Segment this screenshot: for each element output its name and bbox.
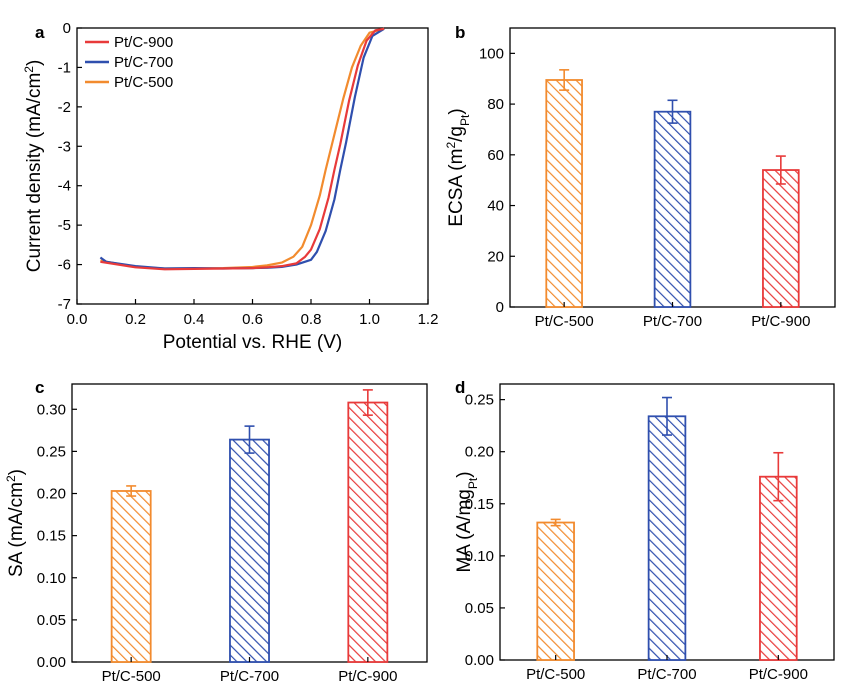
y-tick-label: 0 [63, 20, 71, 37]
x-tick-label: 0.6 [242, 311, 263, 328]
bar-pt-c-700 [653, 110, 692, 308]
y-tick-label: 0.05 [37, 612, 66, 629]
y-axis-label: MA (A/mgPt) [454, 471, 480, 572]
y-tick-label: 60 [487, 147, 504, 164]
y-axis-label-sub: Pt [466, 477, 480, 489]
y-tick-label: -6 [58, 257, 71, 274]
x-tick-label: 0.8 [301, 311, 322, 328]
y-tick-label: 0.00 [465, 652, 494, 669]
x-axis-label: Potential vs. RHE (V) [163, 332, 343, 353]
y-axis-label-main: SA (mA/cm [6, 482, 27, 577]
bar-pt-c-500 [536, 521, 575, 661]
x-tick-label-pt-c-900: Pt/C-900 [338, 668, 397, 685]
y-tick-label: 0.05 [465, 600, 494, 617]
legend-label-pt-c-700: Pt/C-700 [114, 54, 173, 71]
y-axis-label-end: ) [24, 60, 45, 66]
y-tick-label: 0.30 [37, 401, 66, 418]
panel-letter: c [35, 378, 44, 397]
y-axis-label-main: MA (A/mg [454, 489, 475, 572]
x-tick-label: 1.0 [359, 311, 380, 328]
y-tick-label: 100 [479, 45, 504, 62]
panel-letter: d [455, 378, 465, 397]
x-tick-label: 0.2 [125, 311, 146, 328]
x-tick-label-pt-c-500: Pt/C-500 [526, 666, 585, 683]
panel-letter: a [35, 23, 45, 42]
y-tick-label: 0.00 [37, 654, 66, 671]
bar-pt-c-700 [229, 438, 270, 663]
y-tick-label: 20 [487, 248, 504, 265]
legend-label-pt-c-900: Pt/C-900 [114, 34, 173, 51]
y-axis-label-sup: 2 [444, 142, 458, 149]
legend-label-pt-c-500: Pt/C-500 [114, 74, 173, 91]
y-axis-label-end: ) [446, 108, 467, 114]
y-tick-label: 0.10 [465, 548, 494, 565]
x-tick-label-pt-c-700: Pt/C-700 [637, 666, 696, 683]
y-axis-label-sup: 2 [22, 66, 36, 73]
bar-pt-c-500 [110, 490, 152, 663]
panel-letter: b [455, 23, 465, 42]
y-tick-label: 0.10 [37, 570, 66, 587]
bar-pt-c-500 [545, 79, 583, 308]
y-axis-label-end: ) [454, 471, 475, 477]
y-axis-label-main: Current density (mA/cm [24, 73, 45, 273]
bar-pt-c-900 [347, 401, 389, 663]
x-tick-label: 0.4 [184, 311, 205, 328]
series-line-pt-c-900 [100, 27, 385, 271]
y-tick-label: -4 [58, 178, 71, 195]
bar-pt-c-900 [759, 475, 798, 661]
x-tick-label-pt-c-500: Pt/C-500 [535, 313, 594, 330]
y-tick-label: 0.20 [465, 444, 494, 461]
panel-c-sa-chart: c 0.00 0.05 0.10 0.15 0.20 0.25 0.30 SA (mA/cm2)… [4, 378, 428, 685]
panel-b-ecsa-chart: b 0 20 40 60 80 100 ECSA (m2/gPt) Pt/C-500 Pt/C-7… [444, 23, 836, 330]
y-axis-label-sub: Pt [458, 114, 472, 126]
y-tick-label: 40 [487, 198, 504, 215]
y-tick-label: 0 [496, 299, 504, 316]
y-tick-label: 0.25 [37, 443, 66, 460]
y-axis-label-mid: /g [446, 126, 467, 142]
y-axis-label: ECSA (m2/gPt) [444, 108, 472, 226]
y-tick-label: -2 [58, 99, 71, 116]
y-tick-label: 80 [487, 96, 504, 113]
x-tick-label: 1.2 [418, 311, 439, 328]
y-axis-label: SA (mA/cm2) [4, 469, 27, 577]
x-tick-label-pt-c-700: Pt/C-700 [220, 668, 279, 685]
x-tick-label-pt-c-900: Pt/C-900 [749, 666, 808, 683]
panel-d-ma-chart: d 0.00 0.05 0.10 0.15 0.20 0.25 MA (A/mgPt) Pt/C… [454, 378, 835, 683]
x-tick-label-pt-c-700: Pt/C-700 [643, 313, 702, 330]
y-tick-label: -7 [58, 296, 71, 313]
panel-a-lsv-chart: a 0.0 0.2 0.4 0.6 0.8 1.0 1.2 0 -1 -2 -3 -4 -5 -6 -7 Pot… [22, 20, 438, 353]
x-tick-label-pt-c-500: Pt/C-500 [102, 668, 161, 685]
y-tick-label: 0.20 [37, 486, 66, 503]
y-tick-label: -5 [58, 217, 71, 234]
x-tick-label: 0.0 [67, 311, 88, 328]
x-tick-label-pt-c-900: Pt/C-900 [751, 313, 810, 330]
y-axis-label-end: ) [6, 469, 27, 475]
y-axis-label: Current density (mA/cm2) [22, 60, 45, 273]
bar-pt-c-900 [762, 169, 800, 308]
y-tick-label: 0.15 [37, 528, 66, 545]
bar-pt-c-700 [647, 415, 687, 661]
y-tick-label: 0.15 [465, 496, 494, 513]
y-tick-label: -3 [58, 138, 71, 155]
y-axis-label-main: ECSA (m [446, 149, 467, 227]
y-tick-label: -1 [58, 59, 71, 76]
y-tick-label: 0.25 [465, 392, 494, 409]
y-axis-label-sup: 2 [4, 475, 18, 482]
